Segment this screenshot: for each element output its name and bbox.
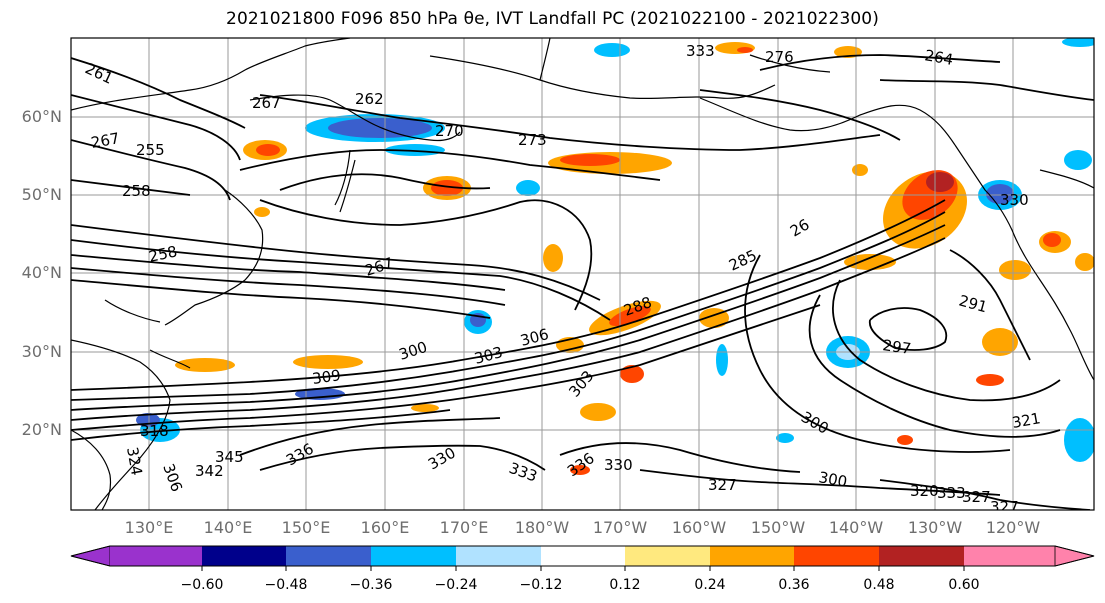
colorbar-tick-label: −0.48 [264,577,308,593]
contour-label: 267 [252,94,281,112]
gridlines [71,38,1094,510]
lat-label: 30°N [21,342,62,361]
contour-label: 333 [686,42,715,60]
contour-label: 333 [937,484,966,502]
lon-label: 130°E [124,518,174,537]
colorbar [70,545,1095,571]
lon-label: 170°E [439,518,489,537]
contour-label: 276 [765,48,794,66]
contour-label: 297 [881,336,912,358]
lon-label: 170°W [592,518,648,537]
lon-label: 120°W [985,518,1041,537]
lon-label: 160°E [360,518,410,537]
colorbar-tick-label: 0.48 [863,577,895,593]
lat-label: 20°N [21,420,62,439]
contour-label: 258 [147,242,179,266]
colorbar-tick-label: 0.12 [609,577,641,593]
contour-label: 309 [311,366,342,388]
contour-label: 327 [708,476,737,494]
contour-label: 345 [215,448,244,466]
colorbar-tick-label: 0.60 [948,577,980,593]
lon-label: 180°W [514,518,570,537]
contour-label: 321 [1011,409,1042,432]
lon-label: 140°W [828,518,884,537]
contour-label: 267 [90,129,121,152]
contours [71,54,1094,510]
contour-label: 255 [136,141,165,159]
colorbar-tick-label: −0.12 [519,577,563,593]
map-background [71,38,1094,510]
contour-label: 327 [962,488,991,506]
contour-label: 273 [518,131,547,149]
lon-label: 150°W [750,518,806,537]
contour-label: 330 [604,456,633,474]
contour-label: 262 [355,90,384,108]
colorbar-tick-label: −0.60 [180,577,224,593]
map-frame [70,37,1095,511]
contour-label: 270 [435,122,464,140]
contour-label: 300 [817,468,848,491]
map-title: 2021021800 F096 850 hPa θe, IVT Landfall… [226,9,879,29]
lon-label: 150°E [281,518,331,537]
colorbar-tick-label: −0.24 [434,577,478,593]
colorbar-tick-label: 0.36 [778,577,810,593]
lat-label: 50°N [21,185,62,204]
lat-label: 60°N [21,107,62,126]
colorbar-tick-label: 0.24 [694,577,726,593]
contour-label: 342 [195,462,224,480]
contour-label: 324 [123,446,146,477]
lat-label: 40°N [21,263,62,282]
coastlines [71,38,1094,510]
contour-label: 330 [1000,191,1029,209]
lon-label: 140°E [203,518,253,537]
lon-label: 160°W [671,518,727,537]
lon-label: 130°W [907,518,963,537]
contour-label: 327 [990,498,1019,516]
contour-label: 320 [910,482,939,500]
contour-label: 264 [923,46,954,69]
colorbar-tick-label: −0.36 [349,577,393,593]
contour-label: 258 [122,182,151,200]
contour-label: 318 [140,422,169,440]
